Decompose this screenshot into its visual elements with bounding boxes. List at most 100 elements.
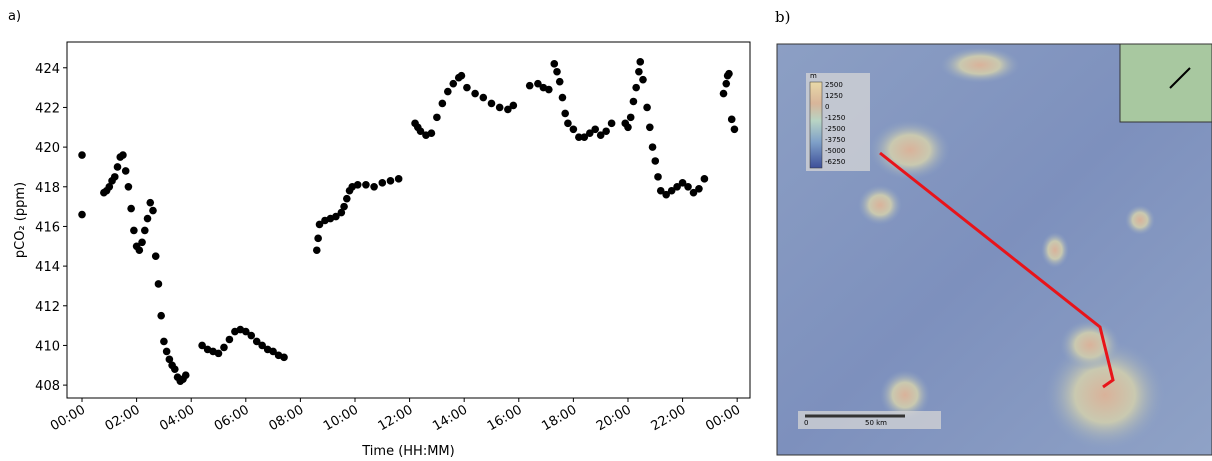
x-tick-label: 16:00 bbox=[485, 402, 525, 434]
data-point bbox=[722, 80, 730, 88]
data-point bbox=[728, 116, 736, 124]
data-point bbox=[78, 151, 86, 159]
data-point bbox=[78, 211, 86, 219]
data-point bbox=[720, 90, 728, 98]
data-point bbox=[362, 181, 370, 189]
y-tick-label: 420 bbox=[35, 141, 60, 156]
panel-label: a) bbox=[8, 9, 21, 24]
data-point bbox=[370, 183, 378, 191]
chart: 40841041241441641842042242400:0002:0004:… bbox=[13, 42, 750, 459]
x-tick-label: 20:00 bbox=[594, 402, 634, 434]
data-point bbox=[149, 207, 157, 215]
y-tick-label: 412 bbox=[35, 300, 60, 315]
data-point bbox=[496, 104, 504, 112]
data-point bbox=[433, 114, 441, 122]
data-point bbox=[526, 82, 534, 90]
island bbox=[870, 120, 950, 180]
data-point bbox=[545, 86, 553, 94]
data-point bbox=[602, 127, 610, 135]
data-point bbox=[701, 175, 709, 183]
x-tick-label: 00:00 bbox=[48, 402, 88, 434]
plot-frame bbox=[67, 42, 750, 398]
data-point bbox=[119, 151, 127, 159]
legend-label: 1250 bbox=[825, 92, 843, 100]
data-point bbox=[488, 100, 496, 108]
data-point bbox=[122, 167, 130, 175]
data-point bbox=[130, 227, 138, 235]
island bbox=[1041, 232, 1069, 268]
data-point bbox=[550, 60, 558, 68]
legend-label: -5000 bbox=[825, 147, 845, 155]
data-point bbox=[138, 239, 146, 247]
legend-label: -2500 bbox=[825, 125, 845, 133]
data-point bbox=[155, 280, 163, 288]
legend-label: 2500 bbox=[825, 81, 843, 89]
data-point bbox=[630, 98, 638, 106]
data-point bbox=[731, 125, 739, 133]
data-point bbox=[171, 365, 179, 373]
data-point bbox=[114, 163, 122, 171]
data-point bbox=[343, 195, 351, 203]
legend-unit: m bbox=[810, 72, 817, 80]
x-tick-label: 10:00 bbox=[321, 402, 361, 434]
island bbox=[858, 185, 902, 225]
x-tick-label: 04:00 bbox=[157, 402, 197, 434]
x-axis-label: Time (HH:MM) bbox=[361, 444, 454, 459]
x-tick-label: 18:00 bbox=[539, 402, 579, 434]
x-tick-label: 00:00 bbox=[703, 402, 743, 434]
data-point bbox=[651, 157, 659, 165]
data-point bbox=[649, 143, 657, 151]
figure: a) b) 40841041241441641842042242400:0002… bbox=[0, 0, 1212, 461]
y-axis-label: pCO₂ (ppm) bbox=[13, 182, 28, 258]
data-point bbox=[136, 246, 144, 254]
data-point bbox=[627, 114, 635, 122]
legend-label: -6250 bbox=[825, 158, 845, 166]
scale-label: 50 km bbox=[865, 419, 887, 427]
x-tick-label: 12:00 bbox=[376, 402, 416, 434]
data-point bbox=[556, 78, 564, 86]
x-tick-label: 02:00 bbox=[103, 402, 143, 434]
map: m 0 50 km 250012500-1250-2500-3750-5000-… bbox=[777, 44, 1212, 455]
data-point bbox=[314, 235, 322, 243]
data-point bbox=[564, 120, 572, 128]
data-point bbox=[378, 179, 386, 187]
data-point bbox=[458, 72, 466, 80]
panel-label: b) bbox=[775, 8, 790, 26]
data-point bbox=[215, 350, 223, 358]
data-point bbox=[428, 129, 436, 137]
data-point bbox=[654, 173, 662, 181]
data-point bbox=[247, 332, 255, 340]
data-point bbox=[553, 68, 561, 76]
data-point bbox=[591, 125, 599, 133]
legend-label: -1250 bbox=[825, 114, 845, 122]
data-point bbox=[387, 177, 395, 185]
legend-label: -3750 bbox=[825, 136, 845, 144]
data-point bbox=[643, 104, 651, 112]
data-point bbox=[570, 125, 578, 133]
data-point bbox=[157, 312, 165, 320]
data-point bbox=[127, 205, 135, 213]
data-point bbox=[144, 215, 152, 223]
data-point bbox=[684, 183, 692, 191]
data-point bbox=[635, 68, 643, 76]
data-point bbox=[636, 58, 644, 66]
data-point bbox=[152, 252, 160, 260]
inset-map bbox=[1120, 44, 1212, 122]
data-point bbox=[313, 246, 321, 254]
y-tick-label: 418 bbox=[35, 181, 60, 196]
data-point bbox=[220, 344, 228, 352]
y-tick-label: 414 bbox=[35, 260, 60, 275]
data-point bbox=[471, 90, 479, 98]
data-point bbox=[444, 88, 452, 96]
island bbox=[940, 47, 1020, 83]
y-tick-label: 410 bbox=[35, 339, 60, 354]
data-point bbox=[226, 336, 234, 344]
island bbox=[1125, 205, 1155, 235]
colorbar bbox=[810, 82, 822, 168]
data-point bbox=[561, 110, 569, 118]
data-point bbox=[559, 94, 567, 102]
y-tick-label: 408 bbox=[35, 379, 60, 394]
data-point bbox=[510, 102, 518, 110]
data-point bbox=[280, 354, 288, 362]
scale-label: 0 bbox=[804, 419, 808, 427]
